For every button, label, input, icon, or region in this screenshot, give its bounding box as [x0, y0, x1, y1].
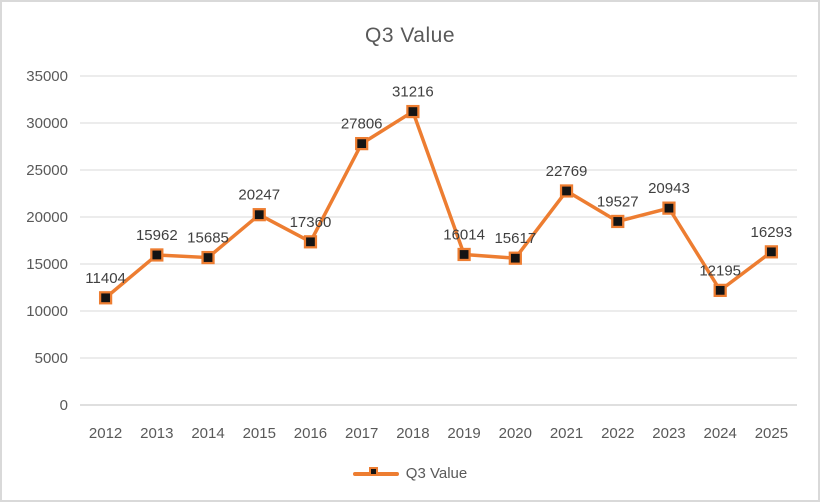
x-axis-tick-label: 2018 — [396, 425, 429, 442]
data-point-label: 31216 — [392, 84, 434, 101]
legend-label: Q3 Value — [405, 465, 468, 482]
data-point-label: 15685 — [187, 230, 229, 247]
data-point-label: 15962 — [136, 227, 178, 244]
y-axis-tick-label: 15000 — [26, 256, 68, 273]
data-point-marker — [508, 251, 522, 265]
chart-title: Q3 Value — [365, 24, 455, 47]
data-point-marker — [355, 136, 369, 151]
x-axis-tick-label: 2025 — [755, 425, 788, 442]
data-point-label: 12195 — [699, 262, 741, 279]
x-axis-tick-label: 2022 — [601, 425, 634, 442]
x-axis-tick-label: 2021 — [550, 425, 583, 442]
series-line — [103, 109, 774, 300]
data-point-marker — [457, 247, 471, 262]
data-point-marker — [252, 208, 266, 222]
y-axis-tick-label: 10000 — [26, 303, 68, 320]
x-axis-tick-label: 2017 — [345, 425, 378, 442]
data-point-label: 20943 — [648, 180, 690, 197]
data-point-label: 11404 — [85, 270, 126, 287]
data-point-label: 16014 — [443, 226, 485, 243]
x-axis-tick-label: 2015 — [243, 425, 276, 442]
data-point-label: 17360 — [290, 214, 332, 231]
data-point-label: 19527 — [597, 193, 639, 210]
x-axis-tick-label: 2013 — [140, 425, 173, 442]
x-axis-tick-label: 2020 — [499, 425, 532, 442]
legend: Q3 Value — [2, 465, 818, 482]
data-point-marker — [150, 248, 164, 262]
y-axis-tick-label: 30000 — [26, 115, 68, 132]
data-point-label: 20247 — [238, 187, 280, 204]
data-point-marker — [303, 235, 318, 249]
x-axis-tick-label: 2023 — [652, 425, 685, 442]
data-point-marker — [201, 250, 215, 265]
y-axis-tick-label: 35000 — [26, 68, 68, 85]
y-axis-tick-label: 25000 — [26, 162, 68, 179]
data-point-marker — [559, 184, 574, 198]
x-axis-tick-label: 2019 — [447, 425, 480, 442]
x-axis-tick-label: 2016 — [294, 425, 327, 442]
data-point-label: 27806 — [341, 116, 383, 133]
data-point-marker — [98, 291, 113, 305]
y-axis-tick-label: 5000 — [35, 350, 68, 367]
y-axis-tick-label: 20000 — [26, 209, 68, 226]
data-point-label: 15617 — [494, 230, 536, 247]
data-point-label: 22769 — [546, 163, 588, 180]
x-axis-tick-label: 2014 — [191, 425, 224, 442]
data-point-label: 16293 — [751, 224, 793, 241]
data-point-marker — [764, 245, 779, 259]
data-point-marker — [713, 283, 727, 297]
data-point-marker — [611, 214, 625, 229]
y-axis-tick-label: 0 — [60, 397, 68, 414]
x-axis-tick-label: 2024 — [703, 425, 736, 442]
x-axis-tick-label: 2012 — [89, 425, 122, 442]
data-point-marker — [662, 201, 676, 215]
legend-line-marker-icon — [352, 467, 399, 480]
data-point-marker — [406, 104, 420, 119]
